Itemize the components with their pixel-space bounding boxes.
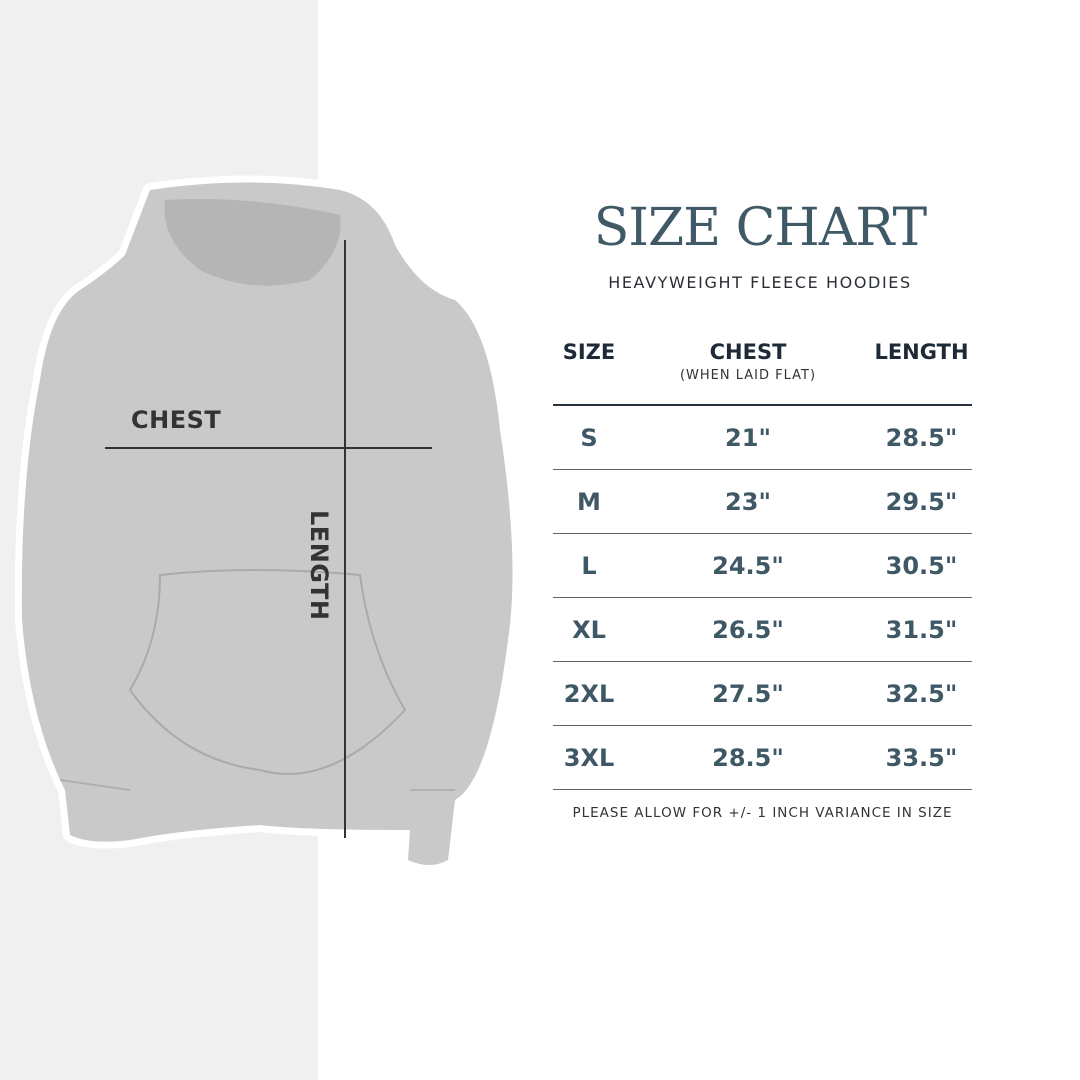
page-title: SIZE CHART bbox=[593, 198, 927, 258]
cell-length: 31.5" bbox=[885, 615, 958, 644]
cell-size: S bbox=[580, 423, 598, 452]
cell-size: 3XL bbox=[563, 743, 615, 772]
cell-chest: 28.5" bbox=[712, 743, 784, 772]
cell-size: 2XL bbox=[563, 679, 615, 708]
cell-length: 28.5" bbox=[885, 423, 958, 452]
cell-size: XL bbox=[572, 615, 606, 644]
size-table: SIZE CHEST (WHEN LAID FLAT) LENGTH S 21" 28… bbox=[553, 340, 972, 790]
table-row: S 21" 28.5" bbox=[553, 406, 972, 470]
header-chest-label: CHEST bbox=[709, 340, 787, 364]
table-row: L 24.5" 30.5" bbox=[553, 534, 972, 598]
variance-note: PLEASE ALLOW FOR +/- 1 INCH VARIANCE IN … bbox=[572, 805, 953, 821]
header-chest: CHEST (WHEN LAID FLAT) bbox=[625, 340, 871, 404]
table-row: M 23" 29.5" bbox=[553, 470, 972, 534]
cell-chest: 23" bbox=[725, 487, 771, 516]
chest-measure-label: CHEST bbox=[131, 406, 222, 434]
hoodie-image bbox=[21, 182, 513, 865]
page-subtitle: HEAVYWEIGHT FLEECE HOODIES bbox=[608, 273, 912, 292]
cell-chest: 27.5" bbox=[712, 679, 784, 708]
length-measure-label: LENGTH bbox=[305, 510, 333, 621]
cell-length: 33.5" bbox=[885, 743, 958, 772]
cell-chest: 24.5" bbox=[712, 551, 784, 580]
header-chest-note: (WHEN LAID FLAT) bbox=[679, 368, 817, 383]
table-header: SIZE CHEST (WHEN LAID FLAT) LENGTH bbox=[553, 340, 972, 406]
cell-length: 30.5" bbox=[885, 551, 958, 580]
table-row: 2XL 27.5" 32.5" bbox=[553, 662, 972, 726]
header-size: SIZE bbox=[562, 340, 616, 364]
cell-chest: 26.5" bbox=[712, 615, 784, 644]
header-length: LENGTH bbox=[874, 340, 969, 364]
cell-length: 29.5" bbox=[885, 487, 958, 516]
cell-length: 32.5" bbox=[885, 679, 958, 708]
cell-size: M bbox=[577, 487, 601, 516]
cell-chest: 21" bbox=[725, 423, 771, 452]
cell-size: L bbox=[581, 551, 597, 580]
table-row: 3XL 28.5" 33.5" bbox=[553, 726, 972, 790]
table-row: XL 26.5" 31.5" bbox=[553, 598, 972, 662]
